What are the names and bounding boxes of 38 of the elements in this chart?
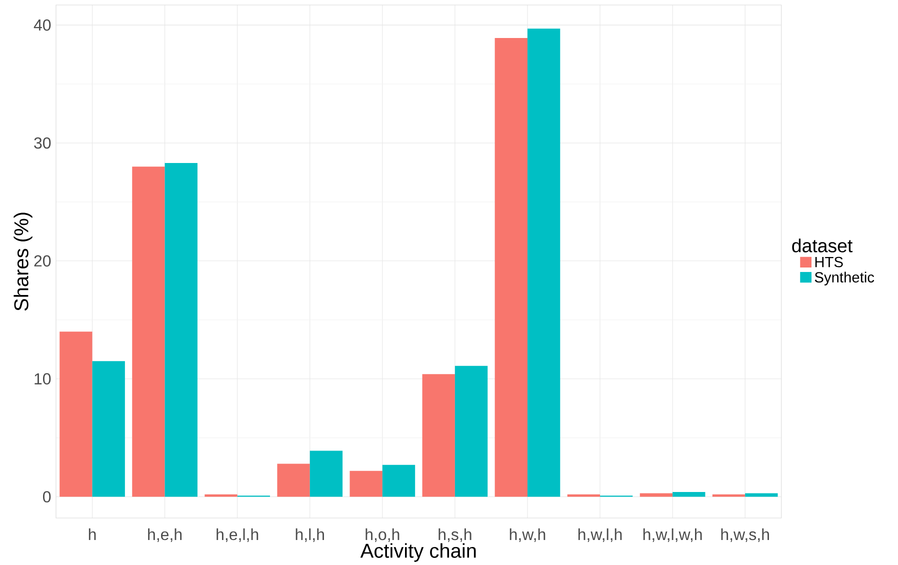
y-axis-title: Shares (%) [14, 212, 32, 311]
legend-title: dataset [792, 238, 853, 252]
y-tick-label: 40 [34, 19, 51, 31]
x-axis-title: Activity chain [360, 543, 476, 562]
bar [745, 493, 778, 497]
bar [204, 494, 238, 497]
x-tick-label: h,e,l,h [216, 528, 258, 542]
bar [350, 470, 382, 497]
bar [712, 494, 746, 497]
x-tick-label: h,s,h [438, 528, 472, 542]
legend-label: Synthetic [814, 272, 874, 286]
bar [640, 493, 673, 497]
bar [422, 374, 455, 497]
bar [672, 492, 706, 497]
x-tick-label: h,e,h [148, 528, 182, 542]
y-tick-label: 0 [43, 491, 51, 502]
bar [494, 38, 528, 497]
y-tick-label: 20 [34, 255, 51, 267]
bar [567, 494, 600, 497]
x-tick-label: h [88, 528, 96, 540]
x-tick-label: h,w,l,w,h [643, 528, 702, 542]
bar [164, 163, 198, 497]
bar [382, 464, 416, 497]
bar [60, 332, 92, 497]
x-tick-label: h,l,h [296, 528, 324, 542]
bar [132, 166, 165, 497]
x-tick-label: h,w,h [510, 528, 546, 542]
bar [92, 361, 125, 497]
y-tick-label: 30 [34, 137, 51, 149]
bar [277, 464, 310, 497]
bar [527, 28, 560, 497]
bar [454, 366, 488, 497]
x-tick-label: h,o,h [366, 528, 400, 542]
x-tick-label: h,w,s,h [721, 528, 769, 542]
y-tick-label: 10 [34, 373, 51, 384]
x-tick-label: h,w,l,h [578, 528, 622, 542]
bar [310, 450, 343, 497]
legend-label: HTS [815, 256, 843, 268]
